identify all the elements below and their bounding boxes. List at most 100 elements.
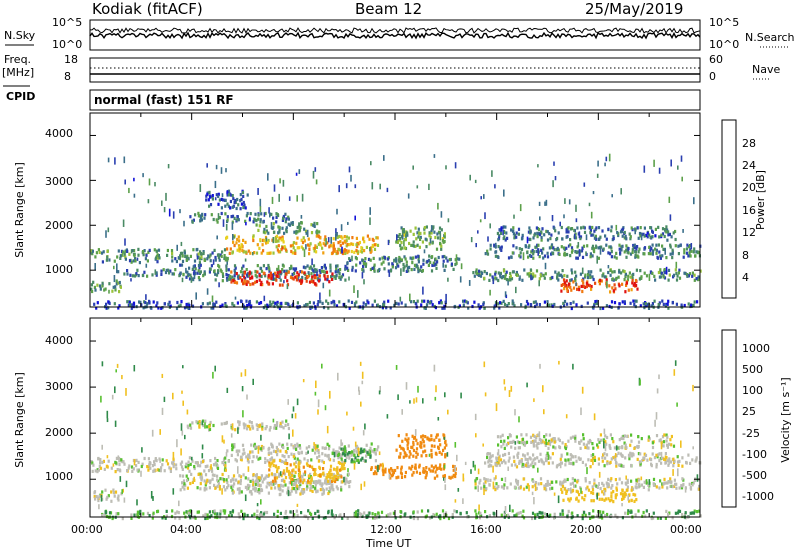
velocity-cell — [294, 482, 297, 486]
velocity-cell — [604, 497, 608, 501]
power-cell — [497, 255, 500, 259]
velocity-cell — [294, 470, 297, 474]
power-cell — [404, 303, 407, 307]
velocity-cell — [140, 464, 143, 469]
power-cell — [422, 286, 424, 295]
velocity-cell — [252, 455, 255, 459]
velocity-cell — [640, 437, 643, 441]
power-cell — [699, 269, 702, 273]
velocity-cell — [273, 426, 276, 430]
velocity-cell — [373, 448, 376, 452]
velocity-cell — [332, 477, 335, 481]
velocity-cell — [168, 466, 171, 470]
power-cell — [428, 234, 431, 238]
velocity-cell — [627, 453, 631, 457]
velocity-cell — [680, 486, 684, 490]
velocity-cell — [360, 458, 363, 462]
power-cell — [565, 283, 568, 287]
velocity-cell — [270, 481, 273, 485]
velocity-cell — [184, 465, 187, 469]
velocity-cell — [272, 463, 275, 468]
velocity-cell — [308, 445, 311, 449]
velocity-cell — [472, 460, 475, 468]
velocity-cell — [357, 458, 360, 463]
velocity-cell — [551, 461, 554, 465]
power-cell — [452, 267, 455, 271]
power-cell — [339, 248, 342, 252]
power-cell — [186, 270, 189, 274]
velocity-cell — [110, 466, 113, 470]
velocity-cell — [301, 488, 304, 492]
velocity-cell — [621, 516, 624, 520]
velocity-cell — [514, 463, 517, 467]
power-cell — [588, 225, 591, 229]
power-cell — [661, 244, 664, 248]
power-cell — [298, 279, 301, 283]
power-cell — [414, 226, 417, 230]
power-cell — [630, 226, 633, 230]
velocity-cell — [283, 472, 286, 476]
velocity-cell — [676, 402, 678, 407]
power-cell — [438, 226, 442, 230]
velocity-cell — [330, 472, 333, 476]
velocity-cell — [322, 516, 325, 520]
power-cell — [536, 231, 539, 235]
power-cell — [376, 236, 379, 240]
power-cell — [267, 238, 270, 243]
power-cell — [231, 221, 234, 230]
power-cell — [564, 284, 567, 288]
velocity-cell — [118, 462, 121, 467]
power-cell — [482, 302, 485, 306]
velocity-cell — [495, 459, 498, 463]
velocity-cell — [317, 479, 320, 483]
velocity-cell — [581, 517, 584, 521]
velocity-cell — [435, 385, 437, 393]
velocity-cell — [249, 479, 252, 483]
velocity-cell — [642, 485, 645, 489]
power-cell — [649, 226, 652, 230]
velocity-cell — [368, 511, 371, 515]
velocity-cell — [634, 493, 637, 497]
power-cell — [282, 214, 285, 219]
velocity-cell — [444, 453, 447, 457]
velocity-cell — [462, 498, 464, 504]
power-cell — [233, 264, 237, 268]
velocity-cell — [302, 379, 305, 383]
power-cell — [518, 247, 521, 251]
power-cell — [678, 268, 681, 272]
power-cell — [254, 212, 257, 216]
power-cell — [142, 173, 144, 178]
velocity-cell — [107, 459, 110, 463]
power-cell — [313, 274, 316, 278]
velocity-cell — [110, 490, 113, 494]
velocity-cell — [587, 458, 590, 462]
power-cell — [608, 245, 611, 249]
power-cell — [697, 275, 700, 279]
power-cell — [688, 251, 691, 255]
power-cell — [517, 232, 520, 236]
power-cell — [95, 306, 98, 310]
velocity-cell — [512, 455, 515, 459]
velocity-cell — [545, 483, 548, 487]
velocity-cell — [366, 451, 369, 455]
power-cell — [280, 238, 283, 242]
power-cell — [234, 198, 237, 203]
velocity-cell — [589, 516, 592, 520]
velocity-cell — [151, 429, 154, 437]
velocity-cell — [331, 479, 334, 483]
velocity-cell — [153, 468, 156, 472]
velocity-cell — [292, 406, 295, 412]
power-cell — [423, 231, 426, 235]
power-cell — [268, 303, 271, 307]
power-cell — [649, 235, 652, 239]
power-cell — [505, 270, 508, 274]
velocity-cell — [648, 437, 651, 441]
velocity-cell — [622, 496, 625, 500]
power-cell — [563, 287, 566, 291]
velocity-cell — [374, 470, 377, 474]
power-cell — [659, 256, 662, 260]
velocity-cell — [608, 499, 612, 503]
velocity-cell — [443, 436, 446, 440]
power-cell — [188, 266, 191, 270]
velocity-cell — [611, 484, 614, 488]
